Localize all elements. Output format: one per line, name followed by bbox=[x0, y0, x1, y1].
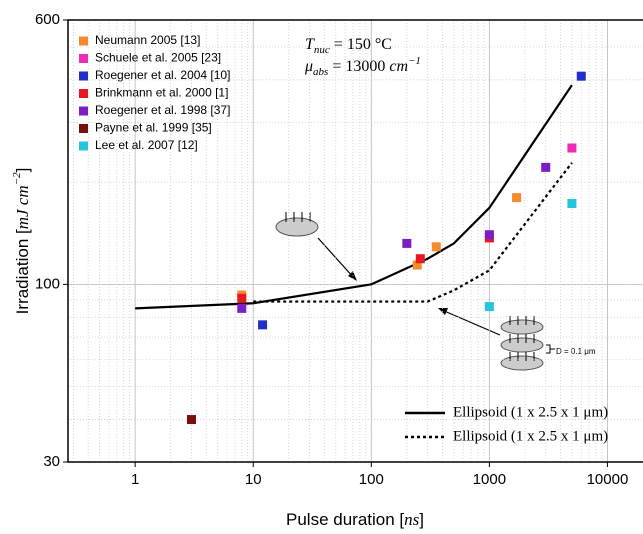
annotation-unit: cm bbox=[389, 58, 408, 75]
x-axis-label-unit: ns bbox=[404, 510, 420, 529]
x-tick-label: 10 bbox=[245, 471, 262, 488]
x-tick-label: 10000 bbox=[587, 471, 629, 488]
data-point bbox=[576, 71, 586, 81]
model-line bbox=[135, 84, 573, 310]
y-tick-label: 100 bbox=[35, 275, 60, 292]
legend-swatch bbox=[79, 141, 88, 151]
x-axis-label-text: Pulse duration [ bbox=[286, 510, 404, 529]
legend-label: Neumann 2005 [13] bbox=[95, 33, 200, 47]
x-axis-label: Pulse duration [ns] bbox=[286, 510, 424, 530]
annotation-sub: nuc bbox=[314, 44, 330, 56]
annotation-main: μ bbox=[304, 58, 313, 75]
x-axis-label-end: ] bbox=[419, 510, 424, 529]
data-point bbox=[237, 293, 247, 303]
x-tick-label: 1000 bbox=[473, 471, 506, 488]
data-point bbox=[541, 162, 551, 172]
y-axis-label-unit: mJ cm bbox=[13, 185, 32, 229]
legend-label: Brinkmann et al. 2000 [1] bbox=[95, 86, 228, 100]
diagram-top bbox=[275, 212, 357, 281]
annotation-rest: = 13000 bbox=[328, 58, 389, 75]
data-point bbox=[512, 193, 522, 203]
axis-frame bbox=[67, 19, 643, 463]
y-axis-label-end: ] bbox=[13, 168, 32, 173]
legend-label: Schuele et al. 2005 [23] bbox=[95, 51, 221, 65]
x-tick-label: 1 bbox=[131, 471, 139, 488]
data-point bbox=[402, 238, 412, 248]
y-axis-label-text: Irradiation [ bbox=[13, 229, 32, 314]
line-legend-label: Ellipsoid (1 x 2.5 x 1 μm) bbox=[453, 428, 608, 444]
legend-swatch bbox=[79, 89, 88, 98]
model-line bbox=[253, 162, 573, 303]
data-point bbox=[484, 302, 494, 312]
legend-label: Roegener et al. 2004 [10] bbox=[95, 68, 230, 82]
y-axis-label: Irradiation [mJ cm−2] bbox=[11, 168, 33, 315]
data-point bbox=[412, 260, 422, 270]
data-point bbox=[484, 230, 494, 240]
y-tick-label: 30 bbox=[43, 453, 60, 470]
x-tick-label: 100 bbox=[359, 471, 384, 488]
legend-swatch bbox=[79, 71, 88, 81]
legend-swatch bbox=[79, 106, 88, 116]
data-point bbox=[567, 198, 577, 208]
annotation-main: T bbox=[305, 36, 315, 53]
annotation: Tnuc = 150 °C bbox=[305, 36, 392, 56]
spacing-label: D = 0.1 μm bbox=[556, 347, 596, 356]
data-point bbox=[258, 320, 268, 330]
legend-label: Payne et al. 1999 [35] bbox=[95, 121, 212, 135]
data-point bbox=[431, 242, 441, 252]
legend-label: Roegener et al. 1998 [37] bbox=[95, 103, 230, 117]
line-legend-label: Ellipsoid (1 x 2.5 x 1 μm) bbox=[453, 404, 608, 420]
annotation-sup: −1 bbox=[408, 55, 421, 67]
legend-swatch bbox=[79, 36, 88, 46]
annotation: μabs = 13000 cm−1 bbox=[304, 55, 421, 78]
data-point bbox=[567, 143, 577, 153]
data-point bbox=[415, 254, 425, 264]
legend-label: Lee et al. 2007 [12] bbox=[95, 138, 198, 152]
y-tick-label: 600 bbox=[35, 11, 60, 28]
diagram-bottom: D = 0.1 μm bbox=[438, 308, 596, 371]
annotation-rest: = 150 °C bbox=[330, 36, 392, 53]
legend-swatch bbox=[79, 124, 88, 133]
y-axis-label-sup: −2 bbox=[11, 172, 23, 185]
data-point bbox=[186, 415, 196, 425]
annotation-sub: abs bbox=[313, 66, 328, 78]
data-point bbox=[237, 303, 247, 313]
legend-swatch bbox=[79, 54, 88, 63]
